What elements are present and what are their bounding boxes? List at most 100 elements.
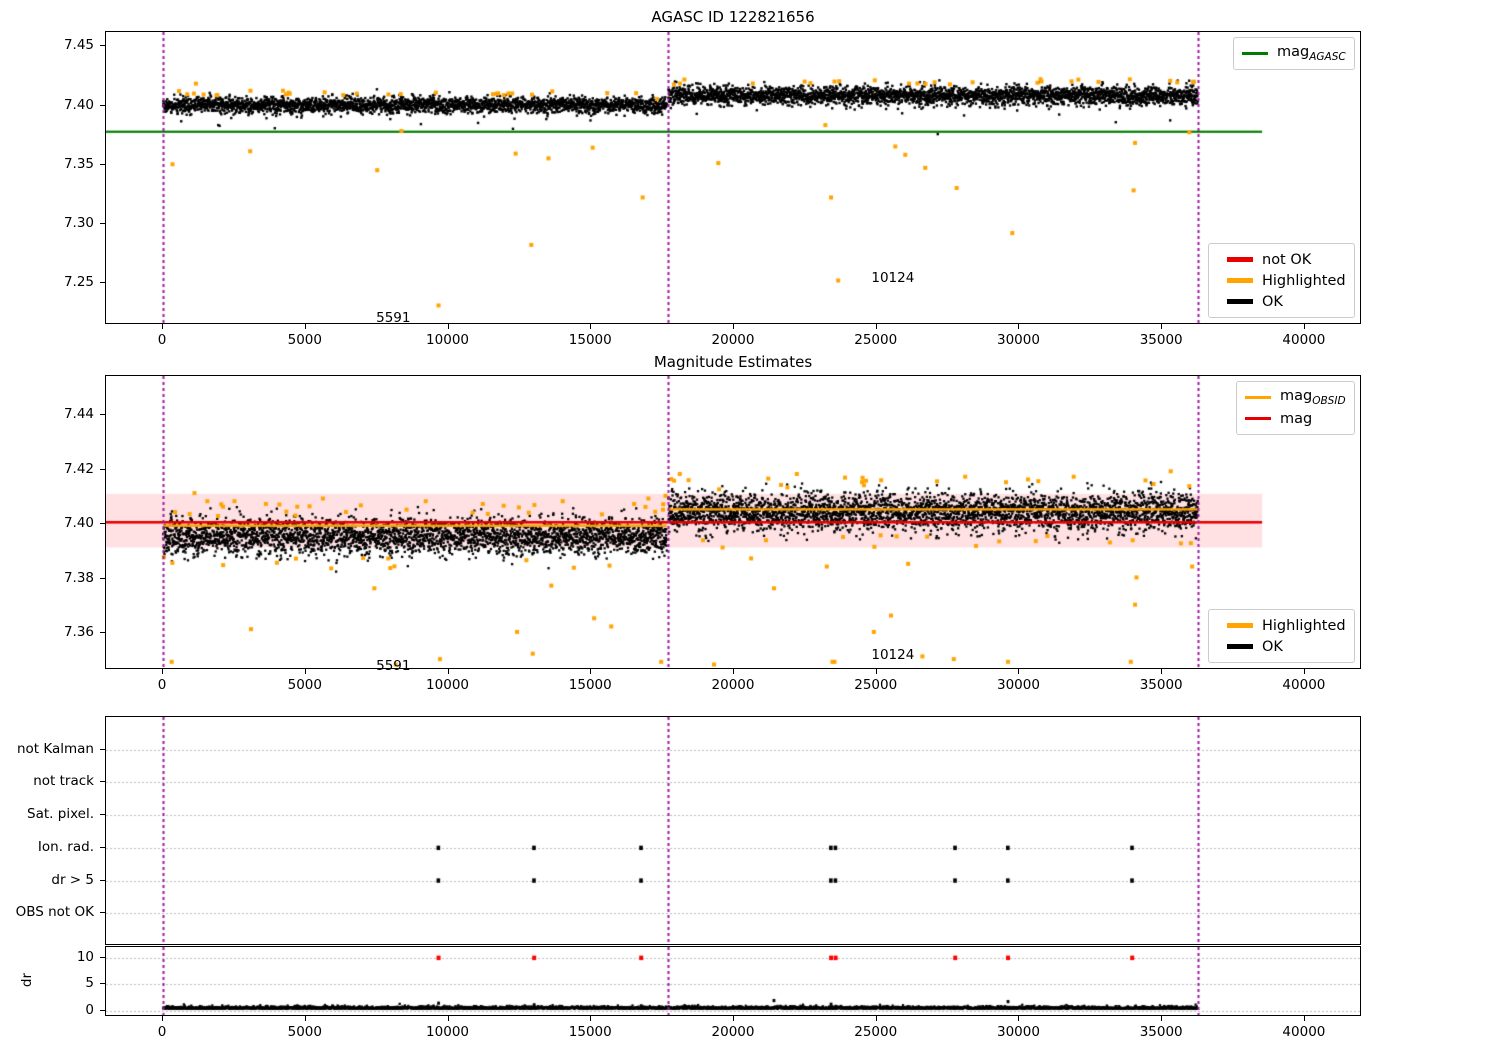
y-tick-label: 7.36 xyxy=(63,624,94,641)
legend-label: Highlighted xyxy=(1262,617,1346,634)
panel1-title: AGASC ID 122821656 xyxy=(651,8,815,26)
x-tick-mark xyxy=(162,324,164,329)
x-tick-label: 40000 xyxy=(1282,1024,1326,1040)
x-tick-label: 40000 xyxy=(1282,332,1326,348)
y-tick-label: 7.40 xyxy=(63,96,94,113)
x-tick-mark xyxy=(1018,669,1020,674)
x-tick-label: 15000 xyxy=(568,332,612,348)
x-tick-mark xyxy=(447,1016,449,1021)
category-label: dr > 5 xyxy=(51,871,94,888)
y-tick-mark xyxy=(100,577,105,579)
x-tick-label: 30000 xyxy=(996,677,1040,693)
legend-entry[interactable]: Highlighted xyxy=(1217,270,1346,291)
y-tick-mark xyxy=(100,282,105,284)
legend-dot-swatch xyxy=(1227,257,1253,262)
legend-entry[interactable]: Highlighted xyxy=(1217,615,1346,636)
legend-entry[interactable]: mag xyxy=(1245,408,1346,429)
y-tick-mark xyxy=(100,163,105,165)
x-tick-label: 0 xyxy=(157,332,167,348)
legend-entry[interactable]: OK xyxy=(1217,291,1346,312)
x-tick-label: 10000 xyxy=(426,1024,470,1040)
x-tick-mark xyxy=(162,669,164,674)
panel3-flags-plot-area xyxy=(105,716,1361,945)
legend-label: OK xyxy=(1262,638,1283,655)
category-tick-mark xyxy=(100,781,105,783)
x-tick-mark xyxy=(590,669,592,674)
category-tick-mark xyxy=(100,748,105,750)
x-tick-mark xyxy=(304,324,306,329)
legend-label: magAGASC xyxy=(1277,44,1346,63)
panel1-legend-upper[interactable]: magAGASC xyxy=(1233,37,1355,70)
legend-dot-swatch xyxy=(1227,623,1253,628)
x-tick-mark xyxy=(875,324,877,329)
obsid-annotation: 10124 xyxy=(871,270,915,287)
x-tick-mark xyxy=(1303,1016,1305,1021)
x-tick-label: 40000 xyxy=(1282,677,1326,693)
legend-entry[interactable]: magAGASC xyxy=(1242,43,1346,64)
dr-axis-label: dr xyxy=(19,972,36,988)
x-tick-mark xyxy=(1161,669,1163,674)
obsid-annotation: 10124 xyxy=(871,647,915,664)
legend-entry[interactable]: not OK xyxy=(1217,249,1346,270)
x-tick-mark xyxy=(1018,1016,1020,1021)
category-label: OBS not OK xyxy=(15,904,94,921)
obsid-annotation: 5591 xyxy=(376,658,411,675)
y-tick-label: 7.38 xyxy=(63,569,94,586)
dr-subpanel-plot-area xyxy=(105,946,1361,1016)
x-tick-label: 20000 xyxy=(711,1024,755,1040)
legend-entry[interactable]: OK xyxy=(1217,636,1346,657)
legend-label: not OK xyxy=(1262,251,1312,268)
x-tick-label: 10000 xyxy=(426,677,470,693)
panel2-legend-lower[interactable]: Highlighted OK xyxy=(1208,609,1355,663)
y-tick-mark xyxy=(100,104,105,106)
y-tick-mark xyxy=(100,45,105,47)
y-tick-mark xyxy=(100,414,105,416)
x-tick-mark xyxy=(590,1016,592,1021)
x-tick-label: 30000 xyxy=(996,1024,1040,1040)
category-label: Ion. rad. xyxy=(37,838,94,855)
x-tick-mark xyxy=(304,669,306,674)
x-tick-label: 35000 xyxy=(1139,332,1183,348)
y-tick-label: 7.45 xyxy=(63,37,94,54)
dr-y-tick-label: 0 xyxy=(85,1001,94,1018)
x-tick-mark xyxy=(590,324,592,329)
x-tick-mark xyxy=(733,669,734,674)
x-tick-mark xyxy=(447,669,449,674)
legend-label: mag xyxy=(1280,410,1313,427)
obsid-annotation: 5591 xyxy=(376,310,411,327)
panel2-title: Magnitude Estimates xyxy=(653,353,813,371)
x-tick-mark xyxy=(1161,1016,1163,1021)
legend-entry[interactable]: magOBSID xyxy=(1245,387,1346,408)
x-tick-label: 0 xyxy=(157,1024,167,1040)
panel1-scatter-canvas xyxy=(106,32,1360,323)
category-tick-mark xyxy=(100,912,105,914)
legend-label: Highlighted xyxy=(1262,272,1346,289)
x-tick-mark xyxy=(733,324,734,329)
x-tick-mark xyxy=(733,1016,734,1021)
y-tick-mark xyxy=(100,468,105,470)
category-label: Sat. pixel. xyxy=(27,806,94,823)
panel2-legend-upper[interactable]: magOBSID mag xyxy=(1236,381,1355,435)
legend-line-swatch xyxy=(1245,396,1271,399)
panel1-legend-lower[interactable]: not OK Highlighted OK xyxy=(1208,243,1355,318)
x-tick-mark xyxy=(1303,669,1305,674)
x-tick-label: 30000 xyxy=(996,332,1040,348)
category-tick-mark xyxy=(100,814,105,816)
category-tick-mark xyxy=(100,879,105,881)
panel2-scatter-canvas xyxy=(106,376,1360,668)
x-tick-label: 35000 xyxy=(1139,677,1183,693)
y-tick-label: 7.25 xyxy=(63,274,94,291)
x-tick-label: 10000 xyxy=(426,332,470,348)
x-tick-label: 20000 xyxy=(711,677,755,693)
dr-y-tick-label: 10 xyxy=(76,948,94,965)
y-tick-mark xyxy=(100,632,105,634)
dr-subpanel-canvas xyxy=(106,947,1360,1015)
x-tick-mark xyxy=(875,1016,877,1021)
y-tick-label: 7.40 xyxy=(63,515,94,532)
legend-dot-swatch xyxy=(1227,278,1253,283)
panel1-plot-area xyxy=(105,31,1361,324)
dr-y-tick-mark xyxy=(100,1009,105,1011)
x-tick-label: 15000 xyxy=(568,677,612,693)
x-tick-label: 25000 xyxy=(854,1024,898,1040)
